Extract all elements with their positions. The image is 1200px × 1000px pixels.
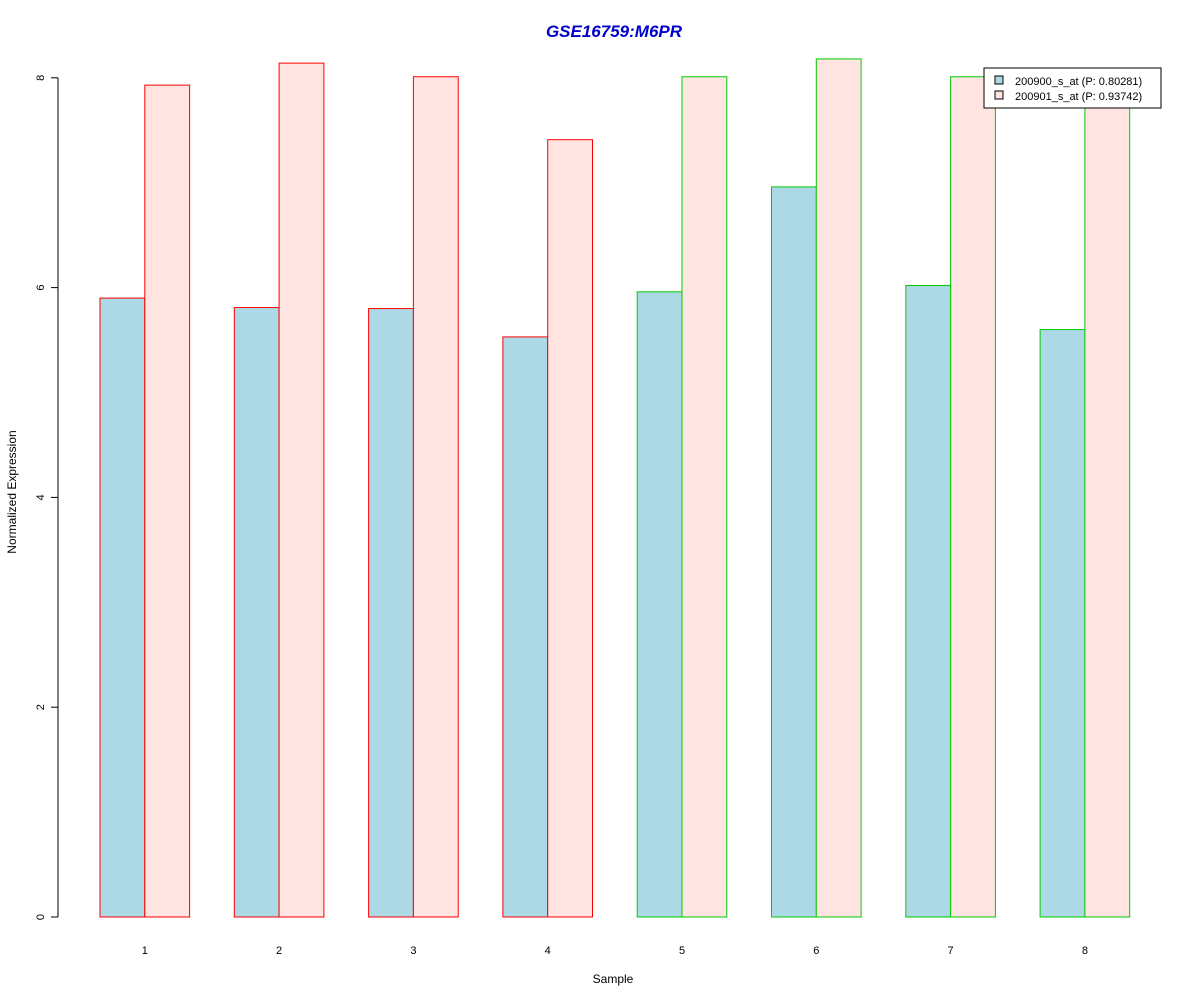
y-tick-label: 0 [35,914,47,920]
x-tick-label: 3 [410,945,416,957]
legend: 200900_s_at (P: 0.80281) 200901_s_at (P:… [983,67,1162,109]
y-tick-label: 2 [35,704,47,710]
bar-series-1-sample-6 [771,186,817,918]
bar-series-2-sample-2 [278,62,325,918]
legend-label-series-1: 200900_s_at (P: 0.80281) [1015,76,1142,88]
bar-series-1-sample-8 [1039,329,1086,918]
legend-swatch-series-1 [994,75,1004,85]
x-tick-label: 4 [545,945,551,957]
bar-series-2-sample-4 [547,139,594,918]
x-tick-label: 8 [1082,945,1088,957]
bars [99,58,1131,918]
x-tick-label: 2 [276,945,282,957]
y-tick-label: 4 [35,494,47,500]
x-tick-label: 5 [679,945,685,957]
y-axis: 0 2 4 6 8 [35,75,59,920]
y-tick-label: 8 [35,75,47,81]
bar-series-1-sample-2 [233,307,280,918]
legend-swatch-series-2 [994,90,1004,100]
bar-series-1-sample-4 [502,336,549,918]
legend-box [983,67,1162,109]
x-axis-tick-labels: 1 2 3 4 5 6 7 8 [142,945,1088,957]
bar-series-2-sample-1 [144,84,191,918]
chart-title: GSE16759:M6PR [546,22,683,41]
bar-series-2-sample-6 [815,58,862,918]
bar-series-1-sample-7 [905,285,952,918]
legend-label-series-2: 200901_s_at (P: 0.93742) [1015,91,1142,103]
x-tick-label: 6 [813,945,819,957]
x-tick-label: 7 [948,945,954,957]
x-tick-label: 1 [142,945,148,957]
bar-series-1-sample-5 [636,291,683,918]
bar-series-2-sample-5 [681,76,728,918]
bar-series-2-sample-7 [950,76,996,918]
y-tick-label: 6 [35,285,47,291]
y-axis-title: Normalized Expression [5,430,19,553]
x-axis-title: Sample [593,972,634,986]
bar-series-1-sample-1 [99,297,146,918]
bar-series-2-sample-8 [1084,82,1131,918]
bar-series-1-sample-3 [368,308,414,918]
bar-series-2-sample-3 [412,76,459,918]
